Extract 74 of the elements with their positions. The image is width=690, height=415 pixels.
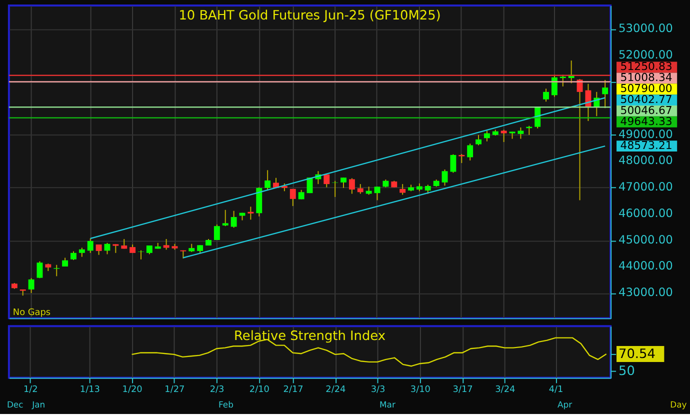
candlestick: [602, 79, 608, 109]
x-tick-label: 3/17: [452, 385, 473, 396]
y-tick-label: 48000.00: [618, 153, 673, 168]
ref-line-label: 51008.34: [620, 71, 672, 84]
y-tick-label: 49000.00: [618, 126, 673, 141]
ref-line-label: 51250.83: [620, 60, 672, 74]
y-tick-label: 50: [618, 364, 635, 380]
x-tick-label: 2/10: [249, 385, 270, 396]
candlestick: [500, 129, 507, 143]
x-tick-label: 4/1: [548, 385, 564, 396]
data-label: 50402.77: [620, 93, 672, 106]
chart-title: Relative Strength Index: [234, 329, 386, 344]
candlestick: [163, 238, 170, 250]
candlestick: [450, 154, 456, 174]
candlestick: [518, 126, 524, 140]
x-tick-label: 3/24: [495, 385, 516, 396]
ref-line-label: 50046.67: [620, 104, 672, 117]
x-tick-label: 2/24: [326, 385, 346, 396]
candlestick: [543, 88, 549, 102]
candlestick: [248, 206, 254, 220]
text: Day: [670, 400, 687, 410]
candlestick: [340, 177, 346, 188]
candlestick: [324, 174, 330, 188]
x-tick-label: 3/10: [410, 385, 431, 396]
candlestick: [357, 184, 364, 194]
text: Feb: [218, 400, 234, 410]
text: 50790.00: [620, 82, 672, 96]
data-label: 48573.21: [620, 139, 672, 152]
candlestick: [78, 247, 85, 258]
x-tick-label: 1/13: [80, 385, 100, 396]
candlestick: [467, 143, 474, 161]
candlestick: [476, 134, 482, 146]
candlestick: [264, 170, 271, 192]
x-tick-label: 2/3: [210, 385, 224, 396]
candlestick: [424, 184, 431, 194]
text: Mar: [380, 400, 396, 410]
candlestick: [442, 169, 448, 186]
y-tick-label: 45000.00: [618, 232, 673, 246]
candlestick: [28, 278, 34, 294]
candlestick: [138, 250, 144, 260]
y-tick-label: 53000.00: [618, 21, 673, 36]
candlestick: [54, 264, 60, 277]
candlestick: [458, 153, 465, 164]
candlestick: [87, 238, 94, 254]
candlestick: [230, 210, 237, 228]
candlestick: [222, 209, 228, 227]
candlestick: [576, 78, 583, 201]
y-tick-label: 47000.00: [618, 180, 673, 194]
x-tick-label: 1/2: [23, 385, 38, 396]
candlestick: [332, 180, 338, 198]
y-tick-label: 44000.00: [618, 258, 673, 273]
text: Jan: [31, 400, 46, 410]
text: Dec: [6, 400, 24, 410]
candlestick: [290, 188, 296, 207]
candlestick: [585, 83, 592, 122]
candlestick: [36, 260, 43, 279]
text: Apr: [557, 400, 573, 410]
x-tick-label: 3/3: [370, 385, 386, 396]
candlestick: [374, 186, 380, 201]
y-tick-label: 46000.00: [618, 206, 673, 220]
x-tick-label: 2/17: [283, 385, 304, 396]
candlestick: [348, 178, 355, 194]
chart-title: 10 BAHT Gold Futures Jun-25 (GF10M25): [178, 8, 441, 24]
candlestick: [400, 184, 406, 196]
candlestick: [96, 244, 102, 256]
y-tick-label: 52000.00: [618, 48, 673, 62]
candlestick: [484, 130, 490, 142]
annotation: No Gaps: [12, 308, 51, 318]
y-tick-label: 70.54: [618, 346, 656, 362]
y-tick-label: 43000.00: [618, 285, 673, 300]
x-tick-label: 1/20: [122, 385, 143, 396]
ref-line-label: 49643.33: [620, 114, 672, 128]
x-tick-label: 1/27: [164, 385, 185, 396]
candlestick: [214, 224, 220, 240]
